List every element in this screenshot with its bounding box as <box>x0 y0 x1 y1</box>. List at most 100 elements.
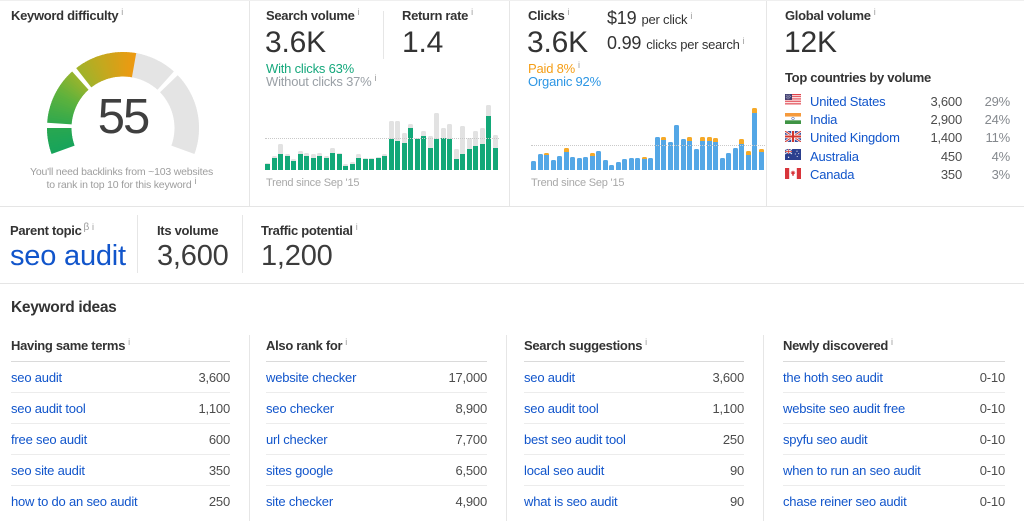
trend-bar <box>693 149 699 170</box>
keyword-ideas-column: Newly discoveredthe hoth seo audit0-10we… <box>764 335 1024 521</box>
info-icon[interactable] <box>345 337 347 347</box>
trend-bar <box>310 154 316 170</box>
keyword-link[interactable]: what is seo audit <box>524 494 618 509</box>
trend-bar <box>563 148 569 170</box>
trend-bar <box>434 113 439 170</box>
trend-bar <box>700 137 705 170</box>
country-row: United States 3,600 29% <box>785 92 1010 110</box>
country-volume: 350 <box>940 167 962 183</box>
keyword-link[interactable]: seo audit <box>524 369 575 385</box>
trend-bar <box>752 108 757 170</box>
trend-bar <box>291 159 296 170</box>
organic-label: Organic 92% <box>528 74 601 89</box>
info-icon[interactable] <box>128 337 130 347</box>
keyword-link[interactable]: seo checker <box>266 400 334 416</box>
keyword-row: spyfu seo audit 0-10 <box>783 424 1005 455</box>
info-icon[interactable] <box>358 7 360 17</box>
country-percent: 29% <box>984 93 1011 109</box>
keyword-link[interactable]: chase reiner seo audit <box>783 494 907 509</box>
ca-flag-icon <box>785 166 801 184</box>
info-icon[interactable] <box>578 60 580 70</box>
info-icon[interactable] <box>121 7 123 17</box>
trend-bar <box>473 131 478 170</box>
keyword-difficulty-caption: You'll need backlinks from ~103 websites… <box>0 166 243 192</box>
country-link[interactable]: Australia <box>810 148 859 164</box>
keyword-link[interactable]: seo audit tool <box>524 400 599 416</box>
keyword-link[interactable]: website checker <box>266 369 357 385</box>
search-volume-value: 3.6K <box>265 26 326 59</box>
country-link[interactable]: United States <box>810 93 886 109</box>
trend-bar <box>557 156 562 170</box>
keyword-row: seo site audit 350 <box>11 455 230 486</box>
keyword-row: when to run an seo audit 0-10 <box>783 455 1005 486</box>
keyword-row: best seo audit tool 250 <box>524 424 744 455</box>
keyword-link[interactable]: site checker <box>266 494 333 509</box>
keyword-link[interactable]: local seo audit <box>524 462 605 478</box>
info-icon[interactable] <box>356 222 358 232</box>
trend-bar <box>330 148 335 170</box>
keyword-link[interactable]: url checker <box>266 431 328 447</box>
keyword-link[interactable]: seo site audit <box>11 462 85 478</box>
keyword-link[interactable]: sites google <box>266 462 333 478</box>
parent-topic-link[interactable]: seo audit <box>10 240 126 272</box>
info-icon[interactable] <box>194 176 196 186</box>
country-row: Canada 350 3% <box>785 166 1010 184</box>
keyword-row: sites google 6,500 <box>266 455 487 486</box>
country-link[interactable]: United Kingdom <box>810 130 900 146</box>
metrics-overview-section: Keyword difficulty 55 You'll need backli… <box>0 0 1024 207</box>
keyword-difficulty-value: 55 <box>97 90 151 144</box>
keyword-link[interactable]: seo audit tool <box>11 400 86 416</box>
gb-flag-icon <box>784 129 802 147</box>
keyword-link[interactable]: seo audit <box>11 369 62 385</box>
info-icon[interactable] <box>743 36 745 46</box>
trend-bar <box>641 157 647 170</box>
trend-bar <box>265 163 270 170</box>
clicks-value: 3.6K <box>527 26 588 59</box>
keyword-link[interactable]: free seo audit <box>11 431 87 447</box>
trend-bar <box>745 151 751 170</box>
keyword-link[interactable]: best seo audit tool <box>524 431 626 447</box>
keyword-link[interactable]: spyfu seo audit <box>783 431 868 447</box>
trend-bar <box>713 138 718 170</box>
keyword-link[interactable]: website seo audit free <box>783 400 906 416</box>
trend-bar <box>408 124 413 170</box>
info-icon[interactable] <box>891 337 893 347</box>
trend-bar <box>271 156 277 170</box>
trend-bar <box>622 159 627 170</box>
average-dotted-line <box>531 145 765 146</box>
trend-bar <box>739 139 744 170</box>
au-flag-icon <box>784 147 801 165</box>
trend-bar <box>758 149 764 170</box>
trend-bar <box>427 136 433 170</box>
keyword-ideas-column: Also rank for website checker 17,000 seo ch… <box>250 335 507 521</box>
keyword-link[interactable]: how to do an seo audit <box>11 494 138 509</box>
search-volume-trend-chart <box>265 100 499 170</box>
column-header: Also rank for <box>266 335 487 362</box>
trend-bar <box>440 128 446 170</box>
keyword-volume: 3,600 <box>198 369 230 385</box>
trend-bar <box>602 160 608 170</box>
info-icon[interactable] <box>568 7 570 17</box>
info-icon[interactable] <box>471 7 473 17</box>
trend-bar <box>466 138 472 170</box>
info-icon[interactable] <box>92 222 94 232</box>
info-icon[interactable] <box>690 11 692 21</box>
info-icon[interactable] <box>645 337 647 347</box>
keyword-link[interactable]: when to run an seo audit <box>783 462 921 478</box>
info-icon[interactable] <box>375 73 377 83</box>
trend-bar <box>628 158 634 170</box>
clicks-title: Clicks <box>528 7 570 23</box>
country-link[interactable]: Canada <box>810 167 855 183</box>
keyword-volume: 250 <box>208 494 230 509</box>
trend-bar <box>544 153 549 170</box>
traffic-potential-value: 1,200 <box>261 240 333 272</box>
trend-bar <box>667 142 673 170</box>
country-link[interactable]: India <box>810 112 838 128</box>
info-icon[interactable] <box>874 7 876 17</box>
keyword-link[interactable]: the hoth seo audit <box>783 369 883 385</box>
keyword-volume: 1,100 <box>198 400 230 416</box>
